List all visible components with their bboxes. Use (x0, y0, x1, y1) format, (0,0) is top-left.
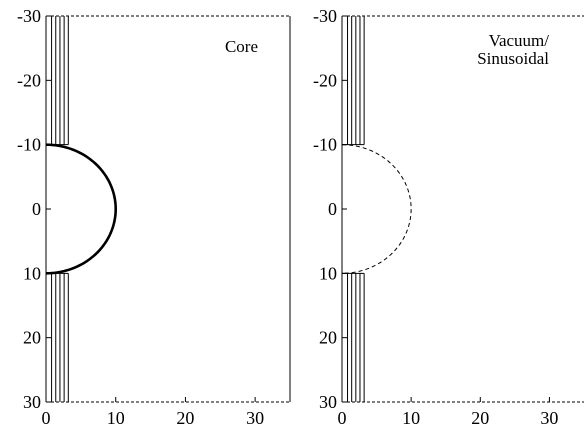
x-tick-label: 10 (402, 408, 420, 428)
x-tick-label: 10 (107, 408, 125, 428)
panel-label: Core (225, 37, 258, 56)
y-tick-label: 20 (23, 328, 41, 348)
y-tick-label: -10 (313, 135, 337, 155)
y-tick-label: 0 (32, 199, 41, 219)
panel-label: Vacuum/Sinusoidal (477, 31, 549, 68)
y-tick-label: 10 (319, 263, 337, 283)
x-tick-label: 0 (338, 408, 347, 428)
panel-label-line: Sinusoidal (477, 49, 549, 68)
x-tick-label: 30 (540, 408, 558, 428)
panel-label-line: Vacuum/ (489, 31, 550, 50)
x-tick-label: 20 (176, 408, 194, 428)
x-tick-label: 0 (42, 408, 51, 428)
hemisphere-boundary (45, 143, 118, 275)
x-tick-label: 30 (246, 408, 264, 428)
y-tick-label: -10 (17, 135, 41, 155)
y-tick-label: -20 (313, 70, 337, 90)
y-tick-label: 0 (328, 199, 337, 219)
y-tick-label: 30 (319, 392, 337, 412)
y-tick-label: 20 (319, 328, 337, 348)
hemisphere-boundary (341, 144, 412, 274)
y-tick-label: -30 (313, 6, 337, 26)
y-tick-label: -20 (17, 70, 41, 90)
y-tick-label: 10 (23, 263, 41, 283)
panel-label-line: Core (225, 37, 258, 56)
y-tick-label: -30 (17, 6, 41, 26)
x-tick-label: 20 (471, 408, 489, 428)
y-tick-label: 30 (23, 392, 41, 412)
